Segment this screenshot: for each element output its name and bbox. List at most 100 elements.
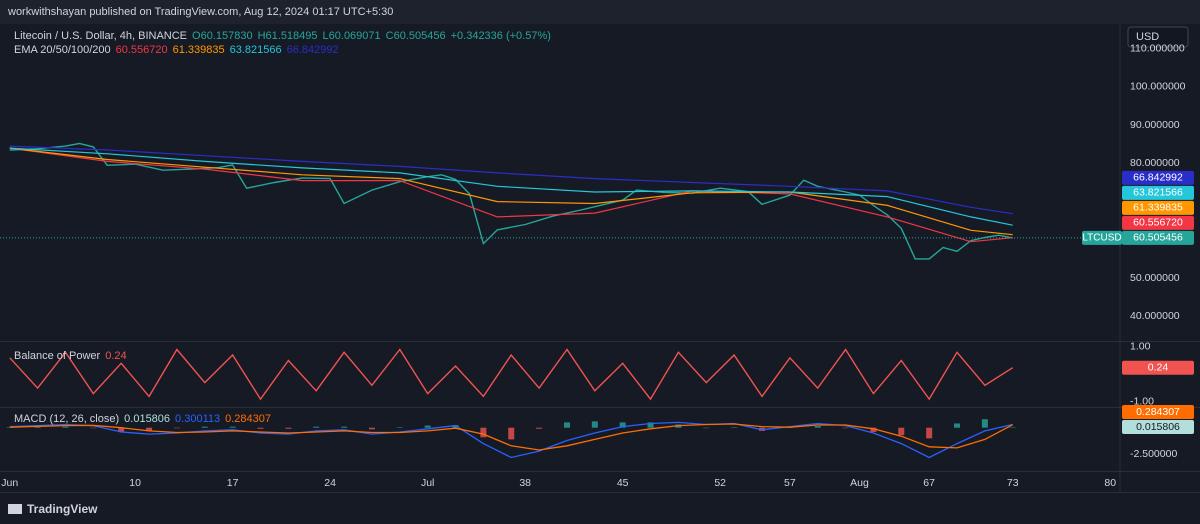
logo-mark xyxy=(8,504,22,514)
last-value-label: 61.339835 xyxy=(1133,202,1183,214)
last-value-label-bg xyxy=(1122,170,1194,185)
histogram-bar xyxy=(34,426,41,428)
last-value-label-bg xyxy=(1122,420,1194,434)
last-value-label: 66.842992 xyxy=(1133,172,1183,184)
legend-value: 0.24 xyxy=(105,350,126,362)
legend-ohlc: H61.518495 xyxy=(258,30,318,42)
legend-title: Balance of Power xyxy=(14,350,101,362)
x-tick-label: 67 xyxy=(923,477,935,489)
legend-title: MACD (12, 26, close) xyxy=(14,413,119,425)
x-tick-label: 24 xyxy=(324,477,336,489)
legend-value: 63.821566 xyxy=(230,44,282,56)
histogram-bar xyxy=(118,427,125,432)
last-value-label-bg xyxy=(1122,230,1194,245)
legend-value: 0.284307 xyxy=(225,413,271,425)
histogram-bar xyxy=(201,426,208,428)
x-tick-label: 73 xyxy=(1007,477,1019,489)
histogram-bar xyxy=(563,422,570,428)
legend-value: 60.556720 xyxy=(116,44,168,56)
legend-title: EMA 20/50/100/200 xyxy=(14,44,111,56)
histogram-bar xyxy=(814,426,821,428)
top-bar xyxy=(0,0,1200,24)
histogram-bar xyxy=(229,426,236,428)
histogram-bar xyxy=(368,427,375,430)
legend-value: 0.300113 xyxy=(175,413,220,425)
histogram-bar xyxy=(341,426,348,428)
last-value-label: 0.24 xyxy=(1148,361,1169,373)
histogram-bar xyxy=(480,427,487,438)
histogram-bar xyxy=(954,423,961,428)
histogram-bar xyxy=(619,422,626,428)
histogram-bar xyxy=(6,427,13,428)
histogram-bar xyxy=(313,426,320,428)
histogram-bar xyxy=(424,425,431,428)
x-tick-label: 38 xyxy=(519,477,531,489)
legend-value: 61.339835 xyxy=(173,44,225,56)
y-tick-label: 1.00 xyxy=(1130,341,1151,353)
histogram-bar xyxy=(1009,427,1016,429)
legend-ohlc: O60.157830 xyxy=(192,30,253,42)
histogram-bar xyxy=(257,427,264,429)
logo xyxy=(8,504,22,514)
histogram-bar xyxy=(62,426,69,428)
histogram-bar xyxy=(926,427,933,439)
x-tick-label: 52 xyxy=(714,477,726,489)
legend-value: 0.015806 xyxy=(124,413,170,425)
series-line xyxy=(9,423,1014,451)
x-tick-label: Aug xyxy=(850,477,869,489)
last-value-label-bg xyxy=(1122,185,1194,200)
histogram-bar xyxy=(508,427,515,440)
legend-ohlc: C60.505456 xyxy=(386,30,446,42)
y-tick-label: 40.000000 xyxy=(1130,310,1180,322)
x-tick-label: 17 xyxy=(227,477,239,489)
brand: TradingView xyxy=(27,502,98,516)
legend-ohlc: L60.069071 xyxy=(323,30,381,42)
histogram-bar xyxy=(870,427,877,432)
currency[interactable]: USD xyxy=(1136,31,1159,43)
legend-title: Litecoin / U.S. Dollar, 4h, BINANCE xyxy=(14,30,187,42)
last-value-label: 60.556720 xyxy=(1133,217,1183,229)
last-value-label: 63.821566 xyxy=(1133,187,1183,199)
y-tick-label: -1.00 xyxy=(1130,396,1154,408)
last-value-label-bg xyxy=(1122,405,1194,419)
x-tick-label: 10 xyxy=(129,477,141,489)
last-value-label: 0.015806 xyxy=(1136,421,1180,433)
histogram-bar xyxy=(898,427,905,436)
symbol-badge-bg xyxy=(1082,230,1122,245)
histogram-bar xyxy=(285,427,292,429)
last-value-label-bg xyxy=(1122,200,1194,215)
series-line xyxy=(9,145,1013,215)
histogram-bar xyxy=(731,427,738,428)
x-tick-label: 45 xyxy=(617,477,629,489)
histogram-bar xyxy=(842,427,849,429)
y-tick-label: 80.000000 xyxy=(1130,157,1180,169)
histogram-bar xyxy=(981,419,988,428)
series-line xyxy=(9,147,1013,236)
currency-box[interactable] xyxy=(1127,26,1189,48)
histogram-bar xyxy=(146,427,153,431)
last-value-label: 60.505456 xyxy=(1133,232,1183,244)
x-tick-label: 80 xyxy=(1104,477,1116,489)
y-tick-label: 90.000000 xyxy=(1130,119,1180,131)
series-line xyxy=(9,147,1013,226)
legend-value: 66.842992 xyxy=(287,44,339,56)
legend-ohlc: +0.342336 (+0.57%) xyxy=(451,30,551,42)
last-value-label: 0.284307 xyxy=(1136,406,1180,418)
series-line xyxy=(9,348,1014,401)
histogram-bar xyxy=(90,427,97,429)
series-line xyxy=(9,147,1013,243)
x-tick-label: Jun xyxy=(1,477,18,489)
publisher: workwithshayan published on TradingView.… xyxy=(7,6,393,18)
histogram-bar xyxy=(536,427,543,429)
histogram-bar xyxy=(703,427,710,429)
x-tick-label: Jul xyxy=(421,477,434,489)
histogram-bar xyxy=(173,427,180,429)
y-tick-label: -2.500000 xyxy=(1130,448,1177,460)
last-value-label-bg xyxy=(1122,215,1194,230)
histogram-bar xyxy=(591,421,598,428)
histogram-bar xyxy=(647,422,654,428)
histogram-bar xyxy=(396,427,403,428)
